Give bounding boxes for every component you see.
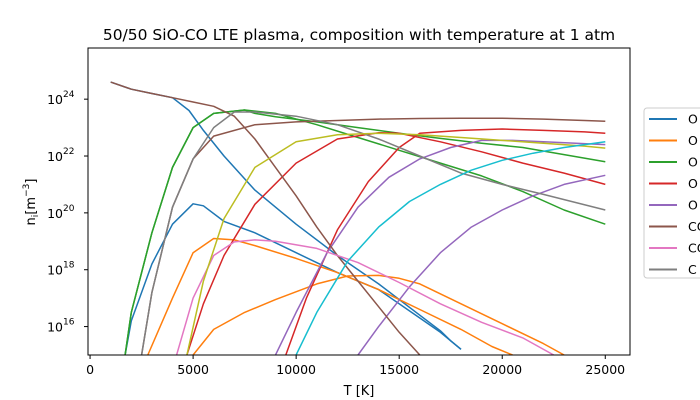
y-axis-label-sub: i [31, 215, 41, 218]
series-line-4 [192, 274, 565, 355]
series-line-16 [295, 141, 606, 355]
y-axis-label-close: ] [24, 179, 39, 184]
x-axis-label: T [K] [343, 384, 375, 399]
x-tick-label: 0 [86, 362, 94, 377]
x-tick-label: 5000 [177, 362, 209, 377]
y-tick-label: 10 [47, 149, 63, 164]
y-tick-exponent: 24 [63, 90, 75, 100]
series-line-6 [124, 109, 606, 355]
series-line-12 [140, 117, 606, 355]
y-tick-label: 10 [47, 206, 63, 221]
y-axis-label-unit: [m [24, 197, 39, 215]
y-axis-label: ni[m−3] [22, 179, 41, 226]
x-tick-label: 15000 [379, 362, 419, 377]
series-line-9 [274, 139, 606, 355]
series-line-15 [186, 132, 606, 355]
x-tick-label: 25000 [585, 362, 625, 377]
series-line-11 [110, 81, 421, 355]
y-tick-label: 10 [47, 92, 63, 107]
legend-label: O [688, 176, 698, 191]
legend-label: C [688, 262, 697, 277]
series-line-5 [124, 109, 606, 355]
legend: OOOOOCOCOC [643, 107, 700, 279]
y-tick-exponent: 18 [63, 261, 75, 271]
legend-label: O [688, 133, 698, 148]
series-line-13 [175, 239, 555, 355]
series-line-10 [357, 174, 606, 355]
series-line-3 [147, 237, 513, 355]
x-tick-label: 10000 [276, 362, 316, 377]
y-axis-label-base: n [24, 217, 39, 225]
y-tick-exponent: 16 [63, 318, 75, 328]
y-tick-label: 10 [47, 263, 63, 278]
legend-label: CO [688, 241, 700, 256]
y-axis-label-exp: −3 [22, 184, 32, 197]
y-tick-label: 10 [47, 320, 63, 335]
legend-box [643, 107, 700, 279]
legend-label: CO [688, 219, 700, 234]
y-tick-exponent: 20 [63, 204, 75, 214]
series-line-14 [140, 111, 606, 355]
legend-label: O [688, 198, 698, 213]
x-tick-label: 20000 [482, 362, 522, 377]
legend-label: O [688, 112, 698, 127]
series-layer [110, 81, 606, 355]
plot-frame [87, 47, 631, 356]
series-line-2 [124, 203, 462, 355]
chart-title: 50/50 SiO-CO LTE plasma, composition wit… [103, 26, 615, 44]
x-axis: 0 5000 10000 15000 20000 25000 [86, 355, 625, 377]
legend-label: O [688, 155, 698, 170]
y-tick-exponent: 22 [63, 147, 74, 157]
